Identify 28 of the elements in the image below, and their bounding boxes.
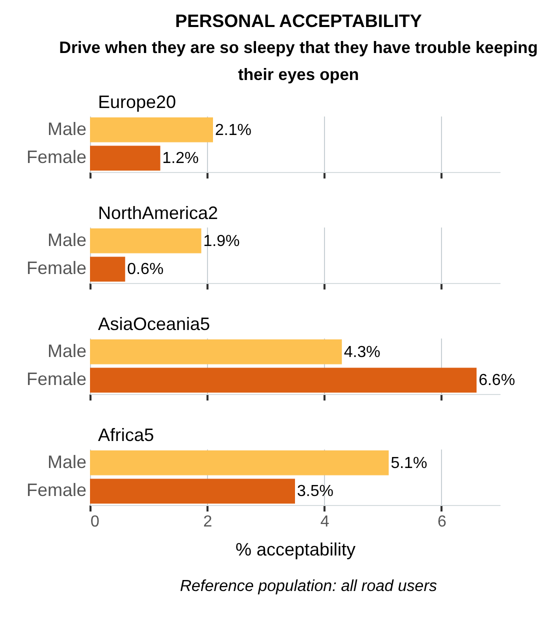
x-axis-title: % acceptability bbox=[235, 540, 356, 560]
data-label: 1.9% bbox=[203, 232, 240, 250]
text: Reference population: all road users bbox=[178, 578, 438, 596]
y-tick-label: Female bbox=[26, 258, 86, 278]
data-label: 5.1% bbox=[390, 454, 428, 472]
y-tick-label: Male bbox=[47, 230, 86, 250]
chart-title: Africa5 bbox=[98, 425, 154, 445]
y-tick-label: Female bbox=[26, 147, 86, 168]
data-label: 0.6% bbox=[127, 261, 164, 278]
data-label: 6.6% bbox=[478, 372, 516, 390]
x-tick-label: 0 bbox=[90, 514, 100, 530]
data-label: 4.3% bbox=[344, 344, 380, 361]
y-tick-label: Male bbox=[47, 118, 86, 139]
y-tick-label: Female bbox=[26, 480, 86, 500]
data-label: 2.1% bbox=[215, 122, 252, 139]
y-tick-label: Male bbox=[47, 452, 86, 472]
chart-title: AsiaOceania5 bbox=[98, 314, 210, 334]
text: PERSONAL ACCEPTABILITY bbox=[174, 10, 423, 33]
y-tick-label: Female bbox=[26, 369, 86, 390]
chart-title: NorthAmerica2 bbox=[98, 203, 218, 223]
text: Drive when they are so sleepy that they have trouble keeping their eyes open bbox=[58, 38, 539, 86]
x-tick-label: 6 bbox=[437, 514, 446, 530]
x-tick-label: 4 bbox=[320, 514, 330, 530]
chart-title: Europe20 bbox=[98, 92, 176, 112]
data-label: 3.5% bbox=[297, 483, 334, 500]
y-tick-label: Male bbox=[47, 340, 86, 361]
data-label: 1.2% bbox=[162, 150, 199, 168]
x-tick-label: 2 bbox=[203, 514, 212, 530]
